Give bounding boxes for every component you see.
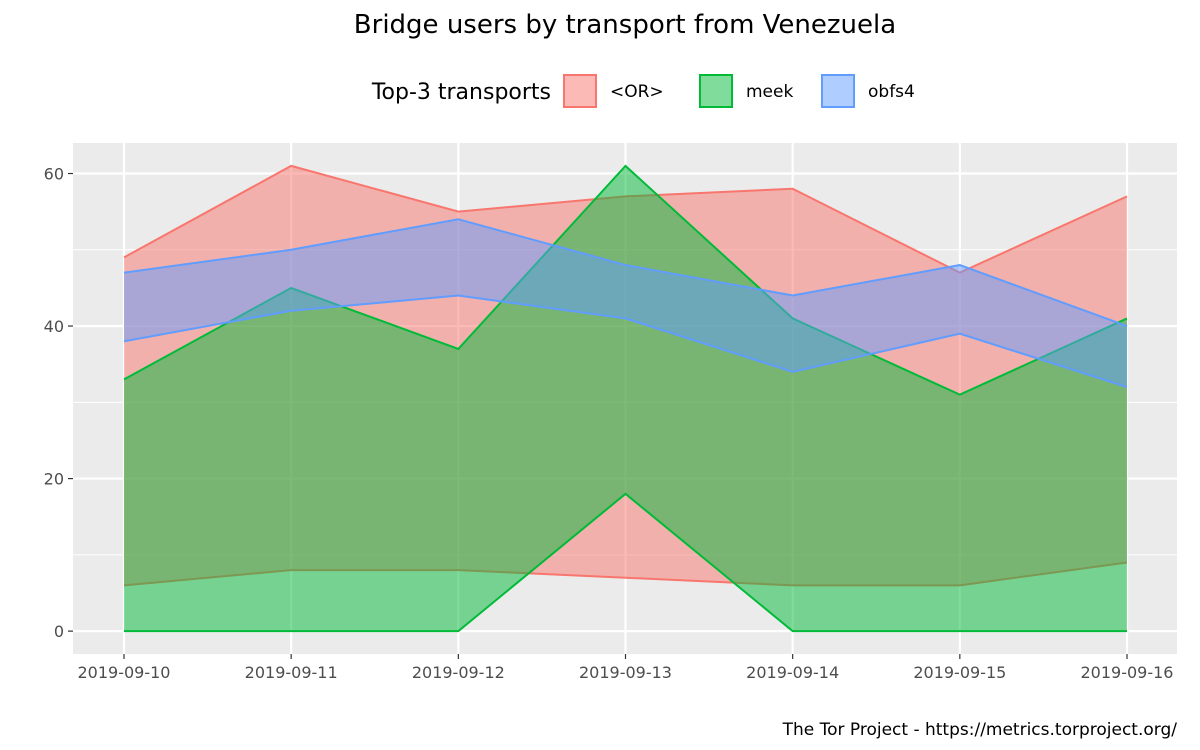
x-tick-label: 2019-09-13 [579, 663, 672, 682]
area-obfs4 [124, 219, 1127, 388]
y-tick-label: 40 [44, 317, 64, 336]
x-tick-label: 2019-09-14 [746, 663, 839, 682]
legend-label-meek: meek [746, 82, 793, 102]
legend-label-obfs4: obfs4 [868, 82, 915, 102]
x-tick-label: 2019-09-10 [78, 663, 171, 682]
area-obfs4-upper-line [123, 218, 1128, 327]
y-tick-label: 60 [44, 165, 64, 184]
y-tick-label: 20 [44, 470, 64, 489]
y-tick-label: 0 [54, 622, 64, 641]
x-tick-label: 2019-09-16 [1081, 663, 1174, 682]
legend-title: Top-3 transports [371, 80, 551, 105]
chart-caption: The Tor Project - https://metrics.torpro… [782, 720, 1178, 740]
axes: 0 20 40 60 2019-09-10 2019-09-11 2019-09-12 201… [44, 165, 1174, 682]
legend: Top-3 transports <OR> meek obfs4 [371, 74, 915, 108]
chart-title: Bridge users by transport from Venezuela [354, 10, 896, 40]
x-tick-label: 2019-09-11 [245, 663, 338, 682]
x-tick-label: 2019-09-12 [412, 663, 505, 682]
area-meek [124, 165, 1127, 632]
legend-key-or [563, 74, 597, 108]
areas [123, 164, 1128, 633]
x-tick-label: 2019-09-15 [913, 663, 1006, 682]
legend-key-meek [699, 74, 733, 108]
area-meek-lower-line [124, 492, 1127, 633]
legend-label-or: <OR> [610, 82, 664, 102]
legend-key-obfs4 [821, 74, 855, 108]
area-obfs4-lower-line [123, 294, 1128, 389]
